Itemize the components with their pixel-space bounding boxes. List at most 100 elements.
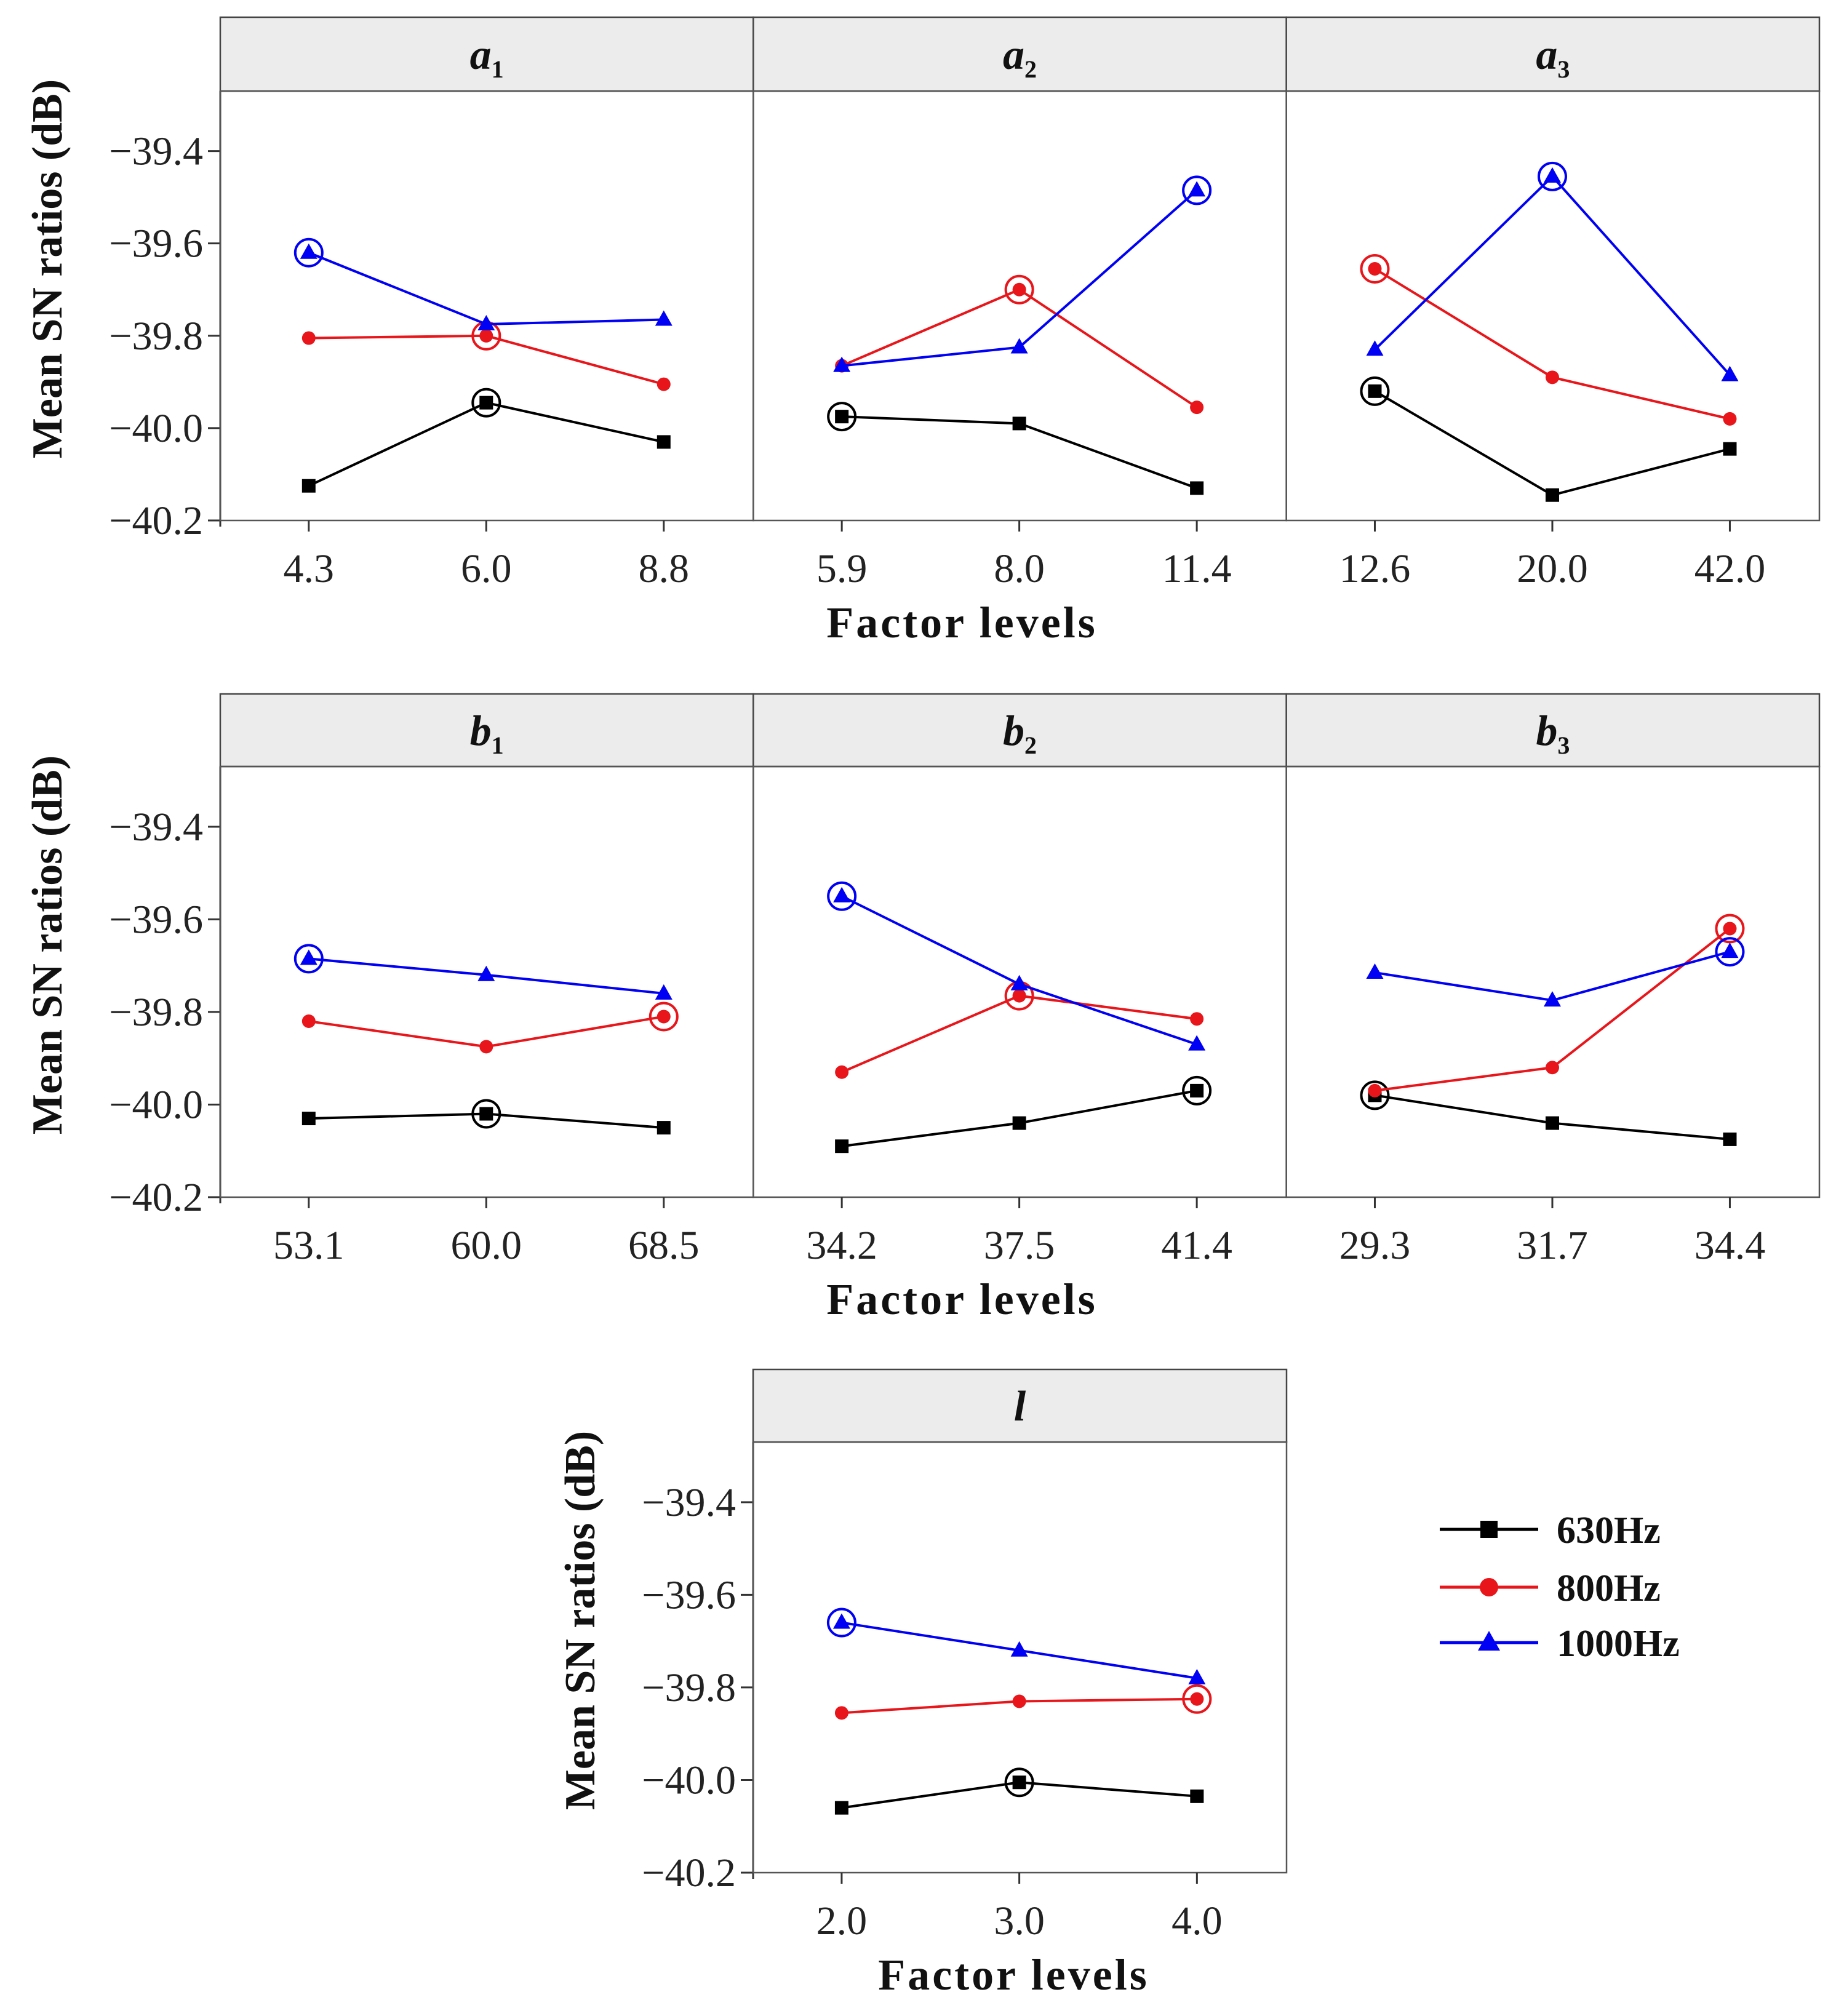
panel-l: l 2.0 3.0 4.0 xyxy=(752,1368,1288,1943)
optimal-level-marker xyxy=(1182,175,1212,205)
data-point-1000Hz xyxy=(1188,1035,1206,1051)
panel-strip xyxy=(752,693,1287,768)
y-tick-label: −40.0 xyxy=(109,1082,203,1127)
optimal-level-marker xyxy=(1182,1684,1212,1714)
y-tick-label: −39.4 xyxy=(109,805,203,850)
series-line-1000Hz xyxy=(308,251,664,326)
x-tick-label: 60.0 xyxy=(451,1223,522,1268)
panel-a3: a3 12.6 20.0 42.0 xyxy=(1285,16,1821,591)
panel-title: l xyxy=(1014,1383,1026,1430)
legend: 630Hz 800Hz 1000Hz xyxy=(1440,1510,1680,1665)
series-line-800Hz xyxy=(841,994,1197,1074)
y-tick-label: −40.0 xyxy=(109,406,203,451)
data-point-1000Hz xyxy=(477,965,495,981)
x-tick-label: 20.0 xyxy=(1517,546,1588,591)
x-axis-label: Factor levels xyxy=(878,1950,1149,1999)
data-point-630Hz xyxy=(479,396,493,410)
data-point-630Hz xyxy=(479,1107,493,1121)
data-point-800Hz xyxy=(1190,400,1204,415)
data-point-1000Hz xyxy=(1188,1668,1206,1684)
data-point-800Hz xyxy=(835,1065,849,1079)
data-point-1000Hz xyxy=(1543,167,1561,183)
y-tick-label: −40.2 xyxy=(109,498,203,543)
data-point-800Hz xyxy=(1723,922,1737,936)
data-point-630Hz xyxy=(301,1112,316,1126)
panel-strip xyxy=(219,693,754,768)
data-point-1000Hz xyxy=(1366,340,1384,356)
x-axis-label: Factor levels xyxy=(826,598,1098,647)
data-point-630Hz xyxy=(835,1139,849,1153)
data-point-1000Hz xyxy=(1721,942,1739,958)
data-point-630Hz xyxy=(301,479,316,493)
x-tick-label: 3.0 xyxy=(994,1898,1045,1943)
y-tick-label: −40.2 xyxy=(109,1175,203,1220)
optimal-level-marker xyxy=(471,388,501,418)
data-point-800Hz xyxy=(479,1040,493,1054)
data-point-800Hz xyxy=(479,329,493,343)
data-point-630Hz xyxy=(1012,1116,1026,1130)
data-point-800Hz xyxy=(301,1014,316,1028)
panel-a1: a14.3 6.0 8.8 xyxy=(219,16,754,591)
y-tick-label: −39.4 xyxy=(642,1480,736,1525)
x-axis-label: Factor levels xyxy=(826,1275,1098,1324)
data-point-630Hz xyxy=(1368,384,1382,398)
y-tick-label: −39.8 xyxy=(109,314,203,359)
optimal-level-marker xyxy=(827,402,857,432)
y-tick-label: −40.2 xyxy=(642,1851,736,1895)
data-point-1000Hz xyxy=(1010,338,1028,354)
optimal-level-marker xyxy=(293,944,324,974)
optimal-level-marker xyxy=(1537,161,1567,191)
data-point-630Hz xyxy=(1190,481,1204,495)
optimal-level-marker xyxy=(649,1002,679,1032)
panel-title-subscript: 3 xyxy=(1557,731,1570,759)
optimal-level-marker xyxy=(1715,937,1745,967)
y-tick-label: −39.6 xyxy=(642,1572,736,1617)
series-line-1000Hz xyxy=(1374,174,1731,376)
x-tick-label: 53.1 xyxy=(273,1223,345,1268)
x-tick-label: 4.0 xyxy=(1171,1898,1223,1943)
data-point-630Hz xyxy=(1190,1083,1204,1098)
optimal-level-marker xyxy=(826,1608,856,1638)
x-tick-label: 34.2 xyxy=(806,1223,877,1268)
data-point-800Hz xyxy=(1545,1061,1559,1075)
data-point-800Hz xyxy=(1368,261,1382,276)
series-line-800Hz xyxy=(1374,268,1730,420)
panel-frame xyxy=(752,1441,1288,1874)
data-point-630Hz xyxy=(1545,488,1559,502)
data-point-800Hz xyxy=(1190,1012,1204,1026)
x-tick-label: 34.4 xyxy=(1694,1223,1766,1268)
data-point-800Hz xyxy=(1012,1694,1026,1708)
x-tick-label: 8.8 xyxy=(639,546,690,591)
y-tick-label: −39.8 xyxy=(642,1665,736,1710)
y-tick-label: −39.8 xyxy=(109,990,203,1035)
data-point-630Hz xyxy=(1012,416,1026,431)
data-point-1000Hz xyxy=(477,315,495,331)
data-point-1000Hz xyxy=(833,356,851,372)
legend-marker xyxy=(1480,1578,1498,1596)
legend-label: 800Hz xyxy=(1557,1568,1661,1609)
optimal-level-marker xyxy=(1004,1767,1034,1798)
panel-strip xyxy=(1285,693,1821,768)
x-tick-label: 2.0 xyxy=(816,1898,868,1943)
x-tick-label: 42.0 xyxy=(1694,546,1766,591)
legend-label: 1000Hz xyxy=(1557,1623,1680,1665)
data-point-800Hz xyxy=(657,377,671,391)
y-axis-label: Mean SN ratios (dB) xyxy=(24,79,71,458)
data-point-630Hz xyxy=(1012,1775,1026,1790)
panel-frame xyxy=(219,90,754,522)
panel-strip xyxy=(752,16,1287,92)
x-tick-label: 5.9 xyxy=(816,546,868,591)
panel-title-subscript: 3 xyxy=(1557,55,1570,83)
x-tick-label: 12.6 xyxy=(1339,546,1411,591)
data-point-800Hz xyxy=(1723,412,1737,426)
data-point-630Hz xyxy=(1190,1789,1204,1803)
optimal-level-marker xyxy=(1360,376,1390,406)
x-tick-label: 31.7 xyxy=(1517,1223,1588,1268)
optimal-level-marker xyxy=(293,237,324,268)
x-tick-label: 4.3 xyxy=(284,546,335,591)
panel-strip xyxy=(752,1368,1288,1443)
x-tick-label: 29.3 xyxy=(1339,1223,1411,1268)
x-tick-label: 8.0 xyxy=(994,546,1045,591)
data-point-800Hz xyxy=(1012,282,1026,297)
